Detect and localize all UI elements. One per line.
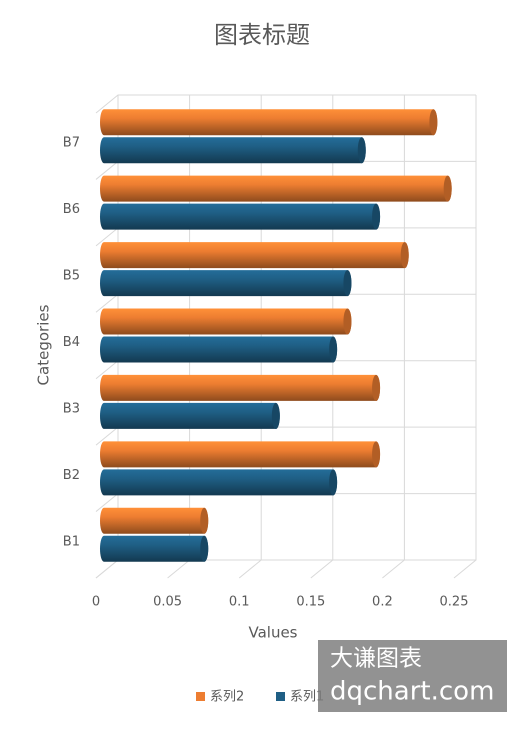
y-tick-label: B4: [63, 335, 80, 350]
wall-line: [95, 94, 476, 114]
bar: [100, 175, 452, 202]
bar-cap: [372, 441, 381, 468]
bar-cap: [329, 469, 338, 496]
x-tick-label: 0.25: [440, 595, 469, 610]
wall-line: [95, 559, 476, 579]
y-tick-label: B2: [63, 468, 80, 483]
bar: [100, 469, 338, 496]
bar-cap: [372, 374, 381, 401]
y-tick-label: B7: [63, 136, 80, 151]
bar: [100, 270, 352, 297]
x-tick-label: 0.2: [372, 595, 393, 610]
bar: [100, 203, 381, 230]
bar: [100, 535, 209, 562]
bar: [100, 507, 209, 534]
watermark: dqchart.com: [330, 677, 494, 707]
bar-cap: [200, 507, 209, 534]
x-tick-label: 0: [92, 595, 100, 610]
bar: [100, 308, 352, 335]
bar-cap: [429, 109, 438, 136]
bar-cap: [357, 137, 366, 164]
y-tick-label: B1: [63, 534, 80, 549]
bar-cap: [200, 535, 209, 562]
x-tick-label: 0.1: [229, 595, 250, 610]
plot-area: 0 0.05 0.1 0.15 0.2 0.25 B1 B2 B3 B4 B5 B6 B7: [63, 94, 477, 610]
bar-cap: [329, 336, 338, 363]
legend: 系列2 系列1: [196, 690, 324, 705]
bar: [100, 441, 381, 468]
bar-cap: [372, 203, 381, 230]
x-tick-label: 0.15: [296, 595, 325, 610]
y-axis-title: Categories: [35, 304, 53, 385]
bar-cap: [343, 270, 352, 297]
chart-title: 图表标题: [214, 21, 310, 49]
bar-cap: [400, 242, 409, 269]
watermark: 大谦图表: [330, 646, 422, 672]
x-tick-label: 0.05: [153, 595, 182, 610]
y-tick-label: B5: [63, 269, 80, 284]
legend-swatch: [276, 692, 285, 701]
bar: [100, 109, 438, 136]
legend-label: 系列1: [290, 690, 324, 705]
y-tick-label: B3: [63, 401, 80, 416]
y-tick-label: B6: [63, 202, 80, 217]
grid-line: [382, 95, 405, 579]
bar: [100, 137, 366, 164]
bar: [100, 402, 280, 429]
legend-swatch: [196, 692, 205, 701]
bar-cap: [271, 402, 280, 429]
x-axis-title: Values: [248, 624, 297, 642]
bar-cap: [343, 308, 352, 335]
grid-line: [453, 95, 477, 579]
bar: [100, 242, 409, 269]
watermark-box: [318, 640, 507, 712]
legend-label: 系列2: [210, 690, 244, 705]
bar-cap: [443, 175, 452, 202]
bar: [100, 336, 338, 363]
bar: [100, 374, 381, 401]
